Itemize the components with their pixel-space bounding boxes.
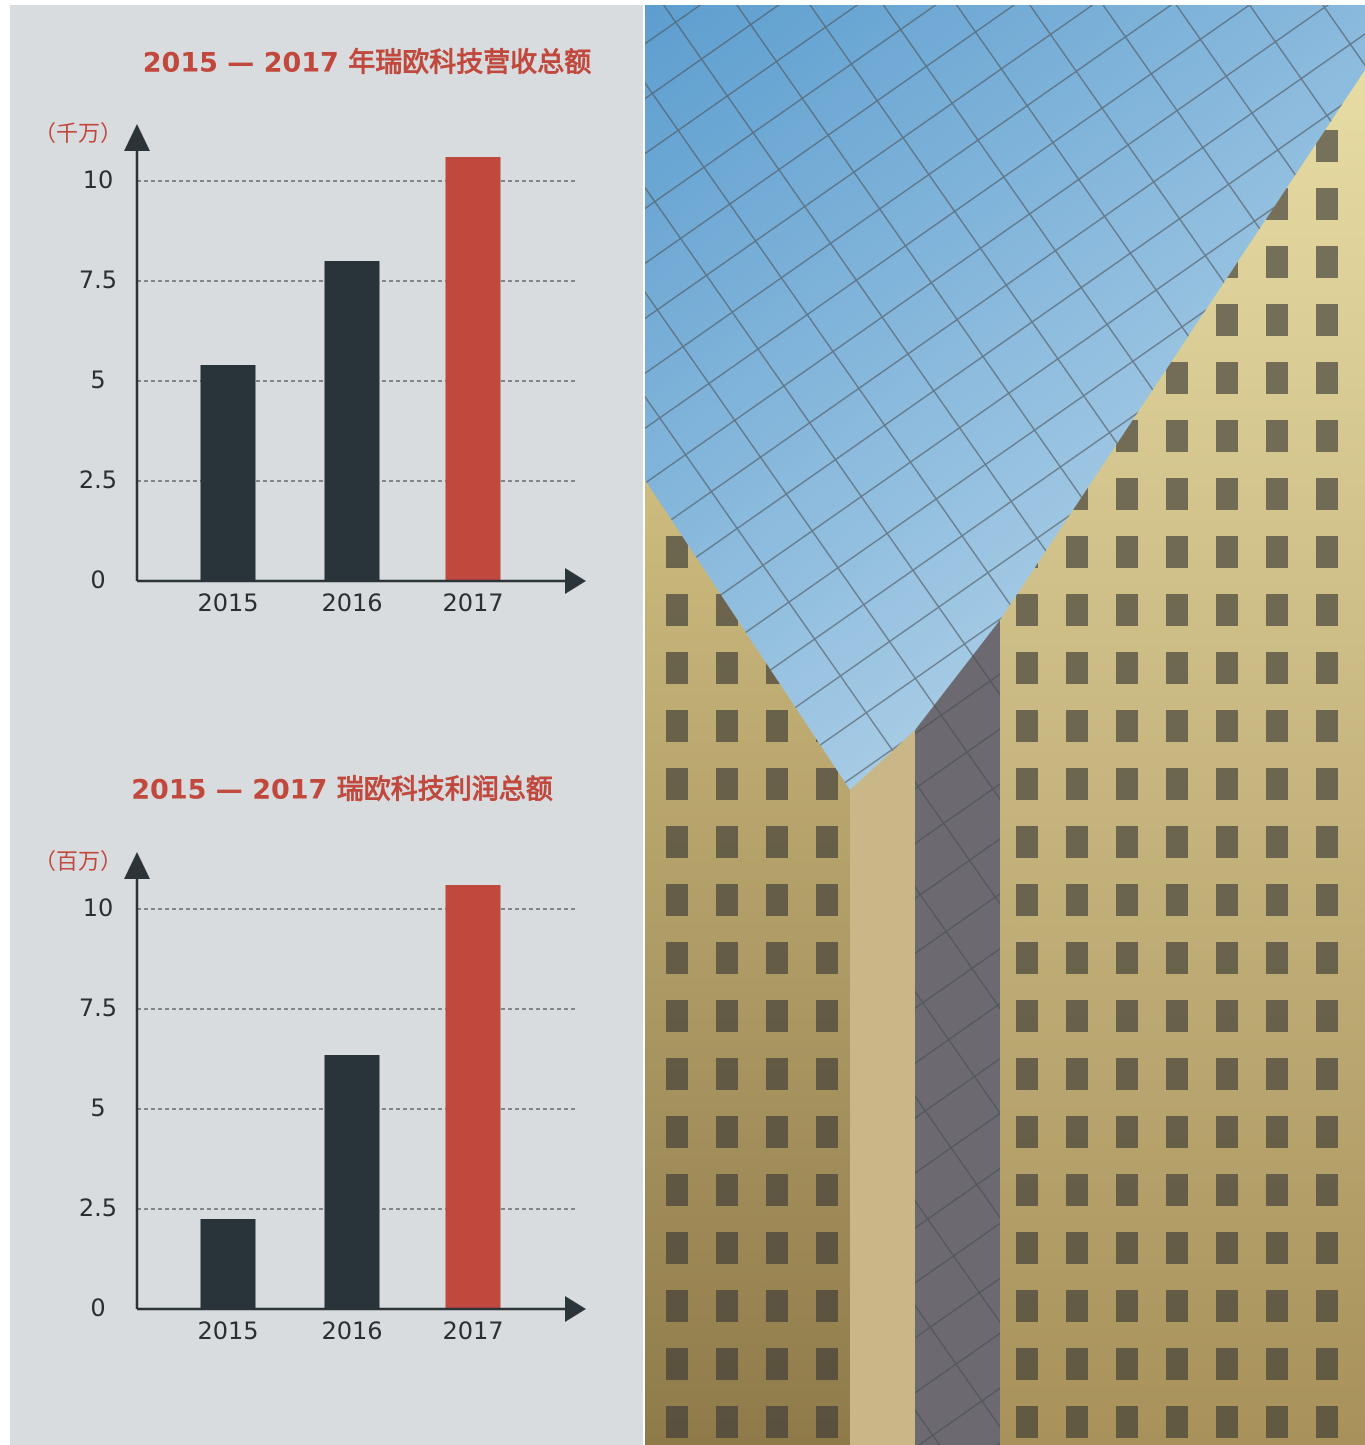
x-tick-label: 2016	[321, 589, 382, 617]
y-tick-label: 10	[83, 894, 114, 922]
y-tick-label: 7.5	[79, 266, 117, 294]
page: 2015 — 2017 年瑞欧科技营收总额 （千万） 0 2.5 5 7.5 10 2015 2…	[0, 0, 1365, 1445]
photo	[645, 5, 1365, 1445]
x-tick-label: 2017	[442, 1317, 503, 1345]
bar	[201, 365, 256, 581]
x-tick-label: 2016	[321, 1317, 382, 1345]
chart-title: 2015 — 2017 瑞欧科技利润总额	[131, 774, 553, 806]
y-axis-label: （千万）	[34, 122, 122, 147]
x-tick-label: 2015	[197, 589, 258, 617]
y-tick-label: 5	[90, 1094, 105, 1122]
bar	[446, 157, 501, 581]
bar	[325, 1055, 380, 1309]
bar	[446, 885, 501, 1309]
y-tick-label: 0	[90, 1294, 105, 1322]
y-tick-label: 2.5	[79, 1194, 117, 1222]
bar	[325, 261, 380, 581]
y-tick-label: 2.5	[79, 466, 117, 494]
y-tick-label: 7.5	[79, 994, 117, 1022]
chart-title: 2015 — 2017 年瑞欧科技营收总额	[143, 47, 592, 79]
bar	[201, 1219, 256, 1309]
y-tick-label: 10	[83, 166, 114, 194]
x-tick-label: 2017	[442, 589, 503, 617]
y-tick-label: 0	[90, 566, 105, 594]
x-tick-label: 2015	[197, 1317, 258, 1345]
y-axis-label: （百万）	[34, 850, 122, 875]
y-tick-label: 5	[90, 366, 105, 394]
